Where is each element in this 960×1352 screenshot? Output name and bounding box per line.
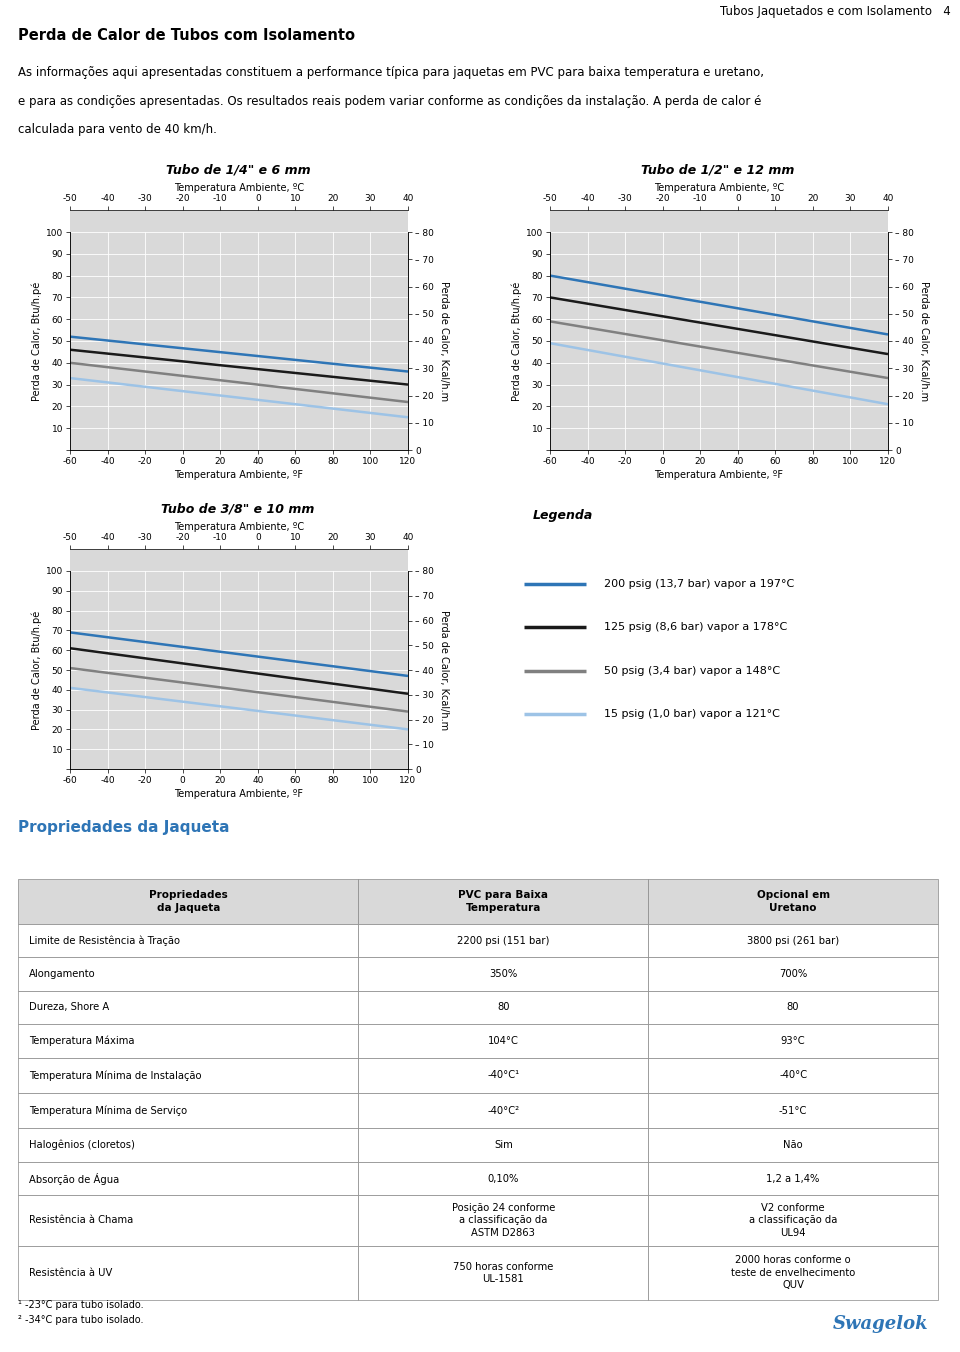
Text: -40°C¹: -40°C¹ (488, 1071, 519, 1080)
Text: 15 psig (1,0 bar) vapor a 121°C: 15 psig (1,0 bar) vapor a 121°C (604, 708, 780, 719)
Text: Absorção de Água: Absorção de Água (29, 1172, 119, 1184)
Text: -51°C: -51°C (779, 1106, 807, 1115)
FancyBboxPatch shape (358, 991, 648, 1025)
FancyBboxPatch shape (18, 957, 358, 991)
FancyBboxPatch shape (18, 879, 358, 923)
Text: Resistência à UV: Resistência à UV (29, 1268, 112, 1278)
Text: Propriedades da Jaqueta: Propriedades da Jaqueta (18, 821, 229, 836)
Text: Halogênios (cloretos): Halogênios (cloretos) (29, 1140, 135, 1151)
Text: Alongamento: Alongamento (29, 969, 96, 979)
Text: 104°C: 104°C (488, 1036, 518, 1046)
FancyBboxPatch shape (358, 1195, 648, 1245)
FancyBboxPatch shape (18, 991, 358, 1025)
Text: -40°C: -40°C (779, 1071, 807, 1080)
Text: Resistência à Chama: Resistência à Chama (29, 1215, 133, 1225)
Text: Tubo de 1/2" e 12 mm: Tubo de 1/2" e 12 mm (641, 164, 795, 177)
FancyBboxPatch shape (358, 1057, 648, 1092)
Text: 93°C: 93°C (780, 1036, 805, 1046)
Text: calculada para vento de 40 km/h.: calculada para vento de 40 km/h. (18, 123, 217, 135)
Text: Tubo de 3/8" e 10 mm: Tubo de 3/8" e 10 mm (161, 503, 315, 515)
FancyBboxPatch shape (648, 1092, 938, 1129)
FancyBboxPatch shape (18, 1057, 358, 1092)
Text: Tubos Jaquetados e com Isolamento   4: Tubos Jaquetados e com Isolamento 4 (720, 4, 950, 18)
Text: e para as condições apresentadas. Os resultados reais podem variar conforme as c: e para as condições apresentadas. Os res… (18, 95, 761, 108)
Text: Temperatura Máxima: Temperatura Máxima (29, 1036, 134, 1046)
Y-axis label: Perda de Calor, Btu/h.pé: Perda de Calor, Btu/h.pé (511, 281, 521, 400)
Text: Sim: Sim (494, 1140, 513, 1151)
Text: -40°C²: -40°C² (488, 1106, 519, 1115)
Text: 2200 psi (151 bar): 2200 psi (151 bar) (457, 936, 549, 945)
FancyBboxPatch shape (648, 879, 938, 923)
FancyBboxPatch shape (358, 1129, 648, 1161)
X-axis label: Temperatura Ambiente, ºF: Temperatura Ambiente, ºF (655, 470, 783, 480)
FancyBboxPatch shape (358, 923, 648, 957)
FancyBboxPatch shape (18, 1195, 358, 1245)
FancyBboxPatch shape (648, 1025, 938, 1057)
Text: ¹ -23°C para tubo isolado.: ¹ -23°C para tubo isolado. (18, 1301, 144, 1310)
Text: Temperatura Mínima de Instalação: Temperatura Mínima de Instalação (29, 1069, 202, 1080)
FancyBboxPatch shape (358, 1025, 648, 1057)
FancyBboxPatch shape (18, 1129, 358, 1161)
Text: Opcional em
Uretano: Opcional em Uretano (756, 890, 829, 913)
Text: 0,10%: 0,10% (488, 1174, 519, 1183)
FancyBboxPatch shape (648, 923, 938, 957)
FancyBboxPatch shape (18, 923, 358, 957)
Text: Legenda: Legenda (533, 510, 593, 522)
X-axis label: Temperatura Ambiente, ºC: Temperatura Ambiente, ºC (174, 522, 304, 533)
Text: 80: 80 (787, 1002, 800, 1013)
Text: As informações aqui apresentadas constituem a performance típica para jaquetas e: As informações aqui apresentadas constit… (18, 66, 764, 80)
Y-axis label: Perda de Calor, Kcal/h.m: Perda de Calor, Kcal/h.m (440, 281, 449, 402)
Y-axis label: Perda de Calor, Kcal/h.m: Perda de Calor, Kcal/h.m (440, 610, 449, 730)
Text: Temperatura Mínima de Serviço: Temperatura Mínima de Serviço (29, 1106, 187, 1115)
X-axis label: Temperatura Ambiente, ºF: Temperatura Ambiente, ºF (175, 790, 303, 799)
Text: 125 psig (8,6 bar) vapor a 178°C: 125 psig (8,6 bar) vapor a 178°C (604, 622, 787, 633)
Text: Tubo de 1/4" e 6 mm: Tubo de 1/4" e 6 mm (166, 164, 310, 177)
FancyBboxPatch shape (358, 1245, 648, 1301)
Text: 2000 horas conforme o
teste de envelhecimento
QUV: 2000 horas conforme o teste de envelheci… (731, 1256, 855, 1290)
Text: Perda de Calor de Tubos com Isolamento: Perda de Calor de Tubos com Isolamento (18, 28, 355, 43)
FancyBboxPatch shape (358, 879, 648, 923)
Text: Propriedades
da Jaqueta: Propriedades da Jaqueta (149, 890, 228, 913)
Text: 750 horas conforme
UL-1581: 750 horas conforme UL-1581 (453, 1261, 554, 1284)
Text: Swagelok: Swagelok (833, 1315, 929, 1333)
Text: 1,2 a 1,4%: 1,2 a 1,4% (766, 1174, 820, 1183)
FancyBboxPatch shape (358, 957, 648, 991)
Text: 350%: 350% (490, 969, 517, 979)
Y-axis label: Perda de Calor, Btu/h.pé: Perda de Calor, Btu/h.pé (31, 281, 41, 400)
Text: Não: Não (783, 1140, 803, 1151)
X-axis label: Temperatura Ambiente, ºC: Temperatura Ambiente, ºC (654, 184, 784, 193)
FancyBboxPatch shape (18, 1025, 358, 1057)
X-axis label: Temperatura Ambiente, ºC: Temperatura Ambiente, ºC (174, 184, 304, 193)
Text: 80: 80 (497, 1002, 510, 1013)
FancyBboxPatch shape (648, 991, 938, 1025)
Y-axis label: Perda de Calor, Kcal/h.m: Perda de Calor, Kcal/h.m (920, 281, 929, 402)
Text: 700%: 700% (779, 969, 807, 979)
Text: ² -34°C para tubo isolado.: ² -34°C para tubo isolado. (18, 1315, 143, 1325)
FancyBboxPatch shape (648, 1057, 938, 1092)
FancyBboxPatch shape (648, 957, 938, 991)
FancyBboxPatch shape (18, 1092, 358, 1129)
Text: PVC para Baixa
Temperatura: PVC para Baixa Temperatura (458, 890, 548, 913)
Text: 3800 psi (261 bar): 3800 psi (261 bar) (747, 936, 839, 945)
FancyBboxPatch shape (18, 1161, 358, 1195)
FancyBboxPatch shape (648, 1161, 938, 1195)
Text: V2 conforme
a classificação da
UL94: V2 conforme a classificação da UL94 (749, 1203, 837, 1238)
Text: 200 psig (13,7 bar) vapor a 197°C: 200 psig (13,7 bar) vapor a 197°C (604, 579, 794, 589)
FancyBboxPatch shape (18, 1245, 358, 1301)
FancyBboxPatch shape (648, 1195, 938, 1245)
FancyBboxPatch shape (358, 1161, 648, 1195)
Text: Posição 24 conforme
a classificação da
ASTM D2863: Posição 24 conforme a classificação da A… (451, 1203, 555, 1238)
FancyBboxPatch shape (648, 1245, 938, 1301)
X-axis label: Temperatura Ambiente, ºF: Temperatura Ambiente, ºF (175, 470, 303, 480)
FancyBboxPatch shape (358, 1092, 648, 1129)
Text: Dureza, Shore A: Dureza, Shore A (29, 1002, 109, 1013)
Y-axis label: Perda de Calor, Btu/h.pé: Perda de Calor, Btu/h.pé (31, 610, 41, 730)
Text: 50 psig (3,4 bar) vapor a 148°C: 50 psig (3,4 bar) vapor a 148°C (604, 665, 780, 676)
Text: Limite de Resistência à Tração: Limite de Resistência à Tração (29, 936, 180, 946)
FancyBboxPatch shape (648, 1129, 938, 1161)
